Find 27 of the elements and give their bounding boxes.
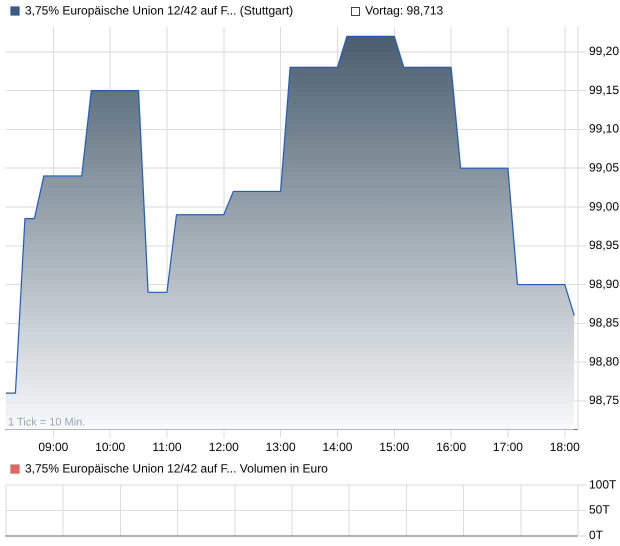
y-tick-label: 99,10	[589, 122, 620, 136]
y-tick-label: 99,15	[589, 82, 620, 97]
x-tick-label: 13:00	[266, 440, 296, 454]
y-tick-label: 98,90	[589, 276, 620, 291]
y-tick-label: 98,75	[589, 393, 620, 408]
text: Vortag: 98,713	[365, 3, 444, 18]
y-tick-label: 98,85	[589, 316, 620, 330]
y-tick-label: 99,05	[589, 160, 620, 174]
y-tick-label: 50T	[589, 502, 610, 517]
legend-label: 3,75% Europäische Union 12/42 auf F... Volumen in Euro	[25, 461, 328, 476]
x-tick-label: 09:00	[38, 440, 69, 454]
y-tick-label: 98,95	[589, 238, 620, 252]
y-tick-label: 99,00	[589, 199, 620, 214]
x-tick-label: 10:00	[95, 440, 126, 454]
y-tick-label: 100T	[589, 477, 618, 492]
x-tick-label: 14:00	[322, 440, 353, 454]
y-tick-label: 0T	[589, 528, 604, 542]
x-tick-label: 16:00	[436, 440, 466, 454]
x-tick-label: 15:00	[379, 440, 410, 454]
legend-label: 3,75% Europäische Union 12/42 auf F... (Stuttgart)	[25, 3, 294, 18]
y-tick-label: 99,20	[589, 44, 620, 58]
x-tick-label: 18:00	[550, 440, 580, 454]
x-tick-label: 11:00	[152, 440, 182, 454]
x-tick-label: 17:00	[492, 440, 524, 454]
annotation: 1 Tick = 10 Min.	[8, 416, 86, 429]
y-tick-label: 98,80	[589, 354, 620, 368]
x-tick-label: 12:00	[208, 440, 240, 454]
